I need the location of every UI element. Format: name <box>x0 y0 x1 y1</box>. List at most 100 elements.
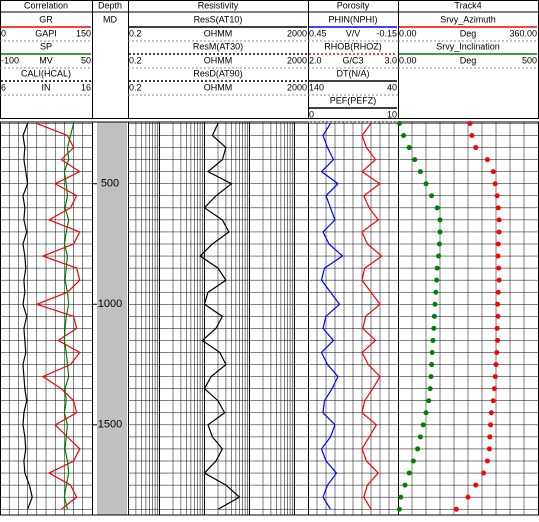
survey-dot <box>495 337 501 343</box>
scale-right: -0.15 <box>376 28 397 38</box>
scale-left: 0 <box>309 109 314 119</box>
scale-right: 360.00 <box>509 28 537 38</box>
scale-unit: Deg <box>460 55 477 65</box>
survey-dot <box>488 410 494 416</box>
scale-left: 0.00 <box>399 28 417 38</box>
survey-dot <box>436 241 442 247</box>
survey-dot <box>398 494 404 500</box>
scale-right: 3.0 <box>384 55 397 65</box>
survey-dot <box>431 313 437 319</box>
scale-left: 0.00 <box>399 55 417 65</box>
survey-dot <box>433 289 439 295</box>
scale-right: 10 <box>387 109 397 119</box>
survey-dot <box>423 410 429 416</box>
scale-right: 2000 <box>287 28 307 38</box>
curve-name: CALI(HCAL) <box>21 68 71 78</box>
survey-dot <box>427 386 433 392</box>
track-frame <box>0 121 93 516</box>
scale-left: 0.2 <box>129 82 142 92</box>
survey-dot <box>496 229 502 235</box>
track-frame <box>398 121 539 516</box>
survey-dot <box>429 349 435 355</box>
survey-dot <box>465 494 471 500</box>
survey-dot <box>494 325 500 331</box>
survey-dot <box>434 265 440 271</box>
survey-dot <box>428 374 434 380</box>
survey-dot <box>426 398 432 404</box>
survey-dot <box>410 458 416 464</box>
survey-dot <box>492 181 498 187</box>
scale-unit: MV <box>39 55 53 65</box>
scale-left: 0.2 <box>129 28 142 38</box>
curve-name: Srvy_Inclination <box>436 41 500 51</box>
survey-dot <box>401 133 407 139</box>
survey-dot <box>453 506 459 512</box>
scale-unit: IN <box>42 82 51 92</box>
survey-dot <box>494 193 500 199</box>
track-title: Resistivity <box>198 0 239 10</box>
scale-right: 50 <box>81 55 91 65</box>
survey-dot <box>495 301 501 307</box>
scale-left: 6 <box>1 82 6 92</box>
scale-left: -100 <box>1 55 19 65</box>
survey-dot <box>434 277 440 283</box>
log-curve <box>199 123 241 510</box>
survey-dot <box>406 470 412 476</box>
curve-name: SP <box>40 41 52 51</box>
depth-band <box>97 122 127 515</box>
survey-dot <box>402 482 408 488</box>
scale-unit: OHMM <box>204 28 233 38</box>
scale-right: 150 <box>76 28 91 38</box>
scale-right: 500 <box>522 55 537 65</box>
scale-right: 2000 <box>287 82 307 92</box>
survey-dot <box>495 289 501 295</box>
survey-dot <box>423 181 429 187</box>
survey-dot <box>496 217 502 223</box>
survey-dot <box>486 446 492 452</box>
survey-dot <box>437 229 443 235</box>
survey-dot <box>467 120 473 126</box>
depth-label: 1500 <box>98 419 122 431</box>
track-title: Depth <box>98 0 122 10</box>
survey-dot <box>484 458 490 464</box>
scale-right: 16 <box>81 82 91 92</box>
curve-name: DT(N/A) <box>337 68 370 78</box>
scale-left: 0 <box>1 28 6 38</box>
scale-unit: V/V <box>346 28 361 38</box>
survey-dot <box>495 205 501 211</box>
survey-dot <box>494 349 500 355</box>
survey-dot <box>495 313 501 319</box>
curve-name: ResM(AT30) <box>193 41 243 51</box>
survey-dot <box>434 205 440 211</box>
scale-left: 0.2 <box>129 55 142 65</box>
survey-dot <box>396 120 402 126</box>
survey-dot <box>417 434 423 440</box>
track-frame <box>308 121 399 516</box>
depth-label: 500 <box>101 178 119 190</box>
survey-dot <box>436 253 442 259</box>
log-curve <box>320 123 344 510</box>
log-curve <box>63 123 75 510</box>
survey-dot <box>406 145 412 151</box>
scale-unit: GAPI <box>35 28 57 38</box>
survey-dot <box>484 157 490 163</box>
survey-dot <box>496 277 502 283</box>
survey-dot <box>437 217 443 223</box>
scale-left: 0.45 <box>309 28 327 38</box>
depth-unit: MD <box>103 14 117 24</box>
survey-dot <box>431 325 437 331</box>
track-title: Porosity <box>337 0 370 10</box>
curve-name: PEF(PEFZ) <box>330 95 377 105</box>
log-curve <box>361 123 383 510</box>
depth-label: 1000 <box>98 298 122 310</box>
survey-dot <box>415 446 421 452</box>
curve-name: RHOB(RHOZ) <box>324 41 382 51</box>
curve-name: ResD(AT90) <box>193 68 242 78</box>
survey-dot <box>473 482 479 488</box>
survey-dot <box>487 434 493 440</box>
scale-left: 2.0 <box>309 55 322 65</box>
scale-unit: OHMM <box>204 55 233 65</box>
survey-dot <box>492 374 498 380</box>
survey-dot <box>432 301 438 307</box>
